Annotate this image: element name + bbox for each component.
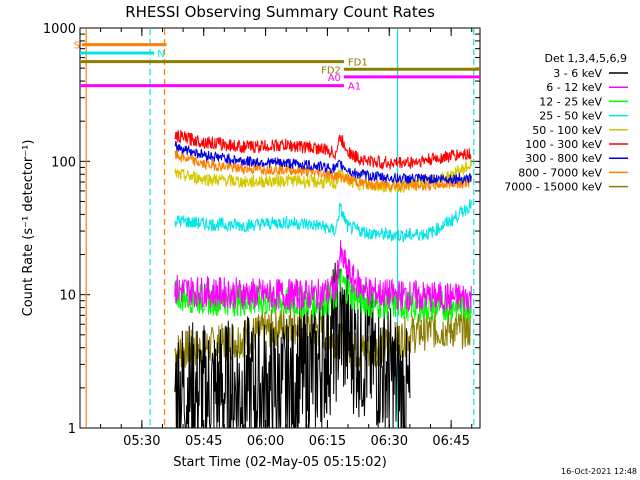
legend-label: 100 - 300 keV xyxy=(525,138,602,151)
series-line xyxy=(174,129,472,171)
series-lines xyxy=(174,129,472,428)
flag-label: S xyxy=(74,41,80,52)
legend-label: 800 - 7000 keV xyxy=(518,166,602,179)
legend-label: 6 - 12 keV xyxy=(546,81,602,94)
x-tick-label: 06:30 xyxy=(371,434,408,449)
axis-ticks: 05:30 05:45 06:00 06:15 06:30 06:45 1 10 100 1000 xyxy=(43,22,480,449)
series-line xyxy=(174,240,472,314)
series-line xyxy=(174,150,472,192)
timestamp: 16-Oct-2021 12:48 xyxy=(561,467,637,476)
flag-label: A0 xyxy=(328,73,341,84)
flag-label: FD2 xyxy=(321,65,341,76)
legend-label: 3 - 6 keV xyxy=(553,67,602,80)
series-line xyxy=(174,140,472,186)
series-line xyxy=(174,262,411,428)
x-tick-label: 05:45 xyxy=(185,434,222,449)
y-tick-label: 1000 xyxy=(43,22,76,37)
legend-label: 50 - 100 keV xyxy=(532,124,602,137)
x-axis-label: Start Time (02-May-05 05:15:02) xyxy=(173,455,387,470)
legend-label: 12 - 25 keV xyxy=(539,95,602,108)
y-tick-label: 10 xyxy=(59,289,76,304)
legend-label: 300 - 800 keV xyxy=(525,152,602,165)
series-line xyxy=(174,199,472,243)
x-tick-label: 06:45 xyxy=(432,434,469,449)
flag-label: A1 xyxy=(348,82,361,93)
plot-frame xyxy=(79,27,481,429)
y-tick-label: 1 xyxy=(68,422,76,437)
flag-label: N xyxy=(157,49,164,60)
legend-title: Det 1,3,4,5,6,9 xyxy=(544,52,627,65)
chart-title: RHESSI Observing Summary Count Rates xyxy=(125,3,435,21)
y-axis-label: Count Rate (s⁻¹ detector⁻¹) xyxy=(21,140,36,317)
y-tick-label: 100 xyxy=(51,155,76,170)
legend-label: 25 - 50 keV xyxy=(539,110,602,123)
x-tick-label: 05:30 xyxy=(123,434,160,449)
series-line xyxy=(174,308,472,370)
x-tick-label: 06:00 xyxy=(247,434,284,449)
legend-label: 7000 - 15000 keV xyxy=(504,181,602,194)
flag-label: FD1 xyxy=(348,58,368,69)
x-tick-label: 06:15 xyxy=(309,434,346,449)
vertical-markers xyxy=(85,29,475,427)
